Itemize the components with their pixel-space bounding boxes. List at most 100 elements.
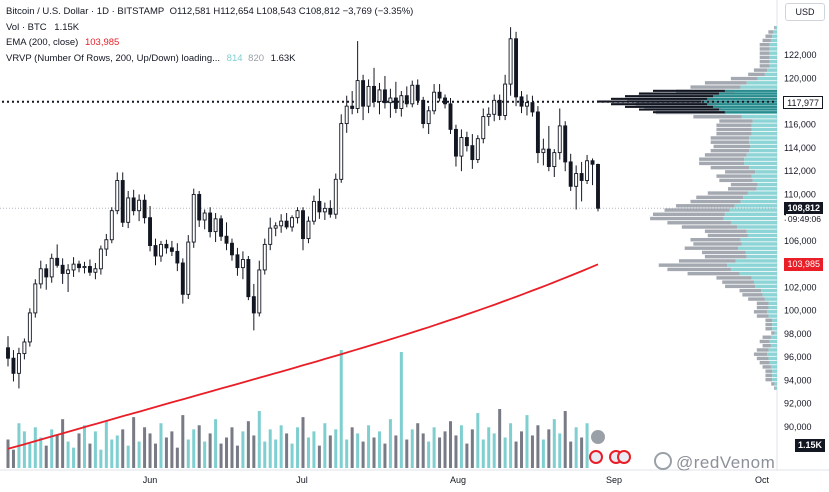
volume-bar	[44, 445, 48, 468]
y-tick-label: 94,000	[784, 375, 812, 385]
candle-up	[213, 218, 218, 233]
volume-profile-bar	[774, 331, 777, 335]
candle-up	[82, 266, 87, 269]
volume-profile-bar	[693, 115, 742, 119]
volume-profile-bar	[704, 153, 747, 157]
us-flag-event-icon[interactable]	[589, 450, 603, 464]
candle-down	[372, 85, 376, 102]
volume-profile-bar	[699, 157, 745, 161]
volume-bar	[367, 425, 371, 468]
legend-vrvp-row[interactable]: VRVP (Number Of Rows, 200, Up/Down) load…	[6, 51, 413, 67]
volume-profile-bar	[759, 64, 770, 68]
volume-profile-bar	[710, 148, 750, 153]
volume-bar	[214, 419, 218, 468]
volume-bar	[306, 437, 310, 468]
volume-profile-bar	[765, 327, 773, 331]
volume-profile-bar	[750, 144, 777, 149]
volume-profile-bar	[650, 216, 724, 221]
candle-up	[104, 239, 109, 250]
volume-profile-bar	[744, 157, 777, 161]
candle-down	[208, 212, 213, 233]
volume-profile-bar	[710, 136, 750, 140]
volume-bar	[170, 431, 174, 468]
volume-profile-bar	[747, 233, 777, 238]
flash-event-icon[interactable]	[591, 430, 605, 444]
volume-bar	[465, 443, 469, 468]
legend-ema-label: EMA (200, close)	[6, 37, 79, 48]
volume-bar	[339, 350, 343, 468]
candle-up	[22, 341, 27, 355]
volume-profile-bar	[722, 280, 754, 284]
poc-profile-bar	[625, 95, 714, 98]
candle-down	[317, 200, 322, 213]
volume-profile-bar	[752, 119, 777, 123]
volume-profile-bar	[702, 250, 746, 255]
volume-profile-bar	[716, 127, 752, 132]
volume-profile-bar	[772, 322, 777, 327]
currency-button[interactable]: USD	[785, 3, 825, 21]
volume-profile-bar	[759, 55, 770, 60]
candle-down	[180, 262, 185, 295]
volume-profile-bar	[769, 339, 777, 344]
x-tick-label: Jun	[143, 475, 158, 485]
volume-bar	[82, 425, 86, 468]
volume-bar	[580, 437, 584, 468]
legend-ema-row[interactable]: EMA (200, close) 103,985	[6, 35, 413, 51]
volume-profile-bar	[704, 229, 747, 233]
poc-profile-bar	[713, 105, 777, 108]
us-flag-event-icon[interactable]	[617, 450, 631, 464]
poc-profile-bar	[719, 108, 777, 111]
candle-down	[328, 207, 333, 215]
volume-bar	[432, 427, 436, 468]
candle-down	[470, 145, 475, 161]
volume-profile-bar	[751, 127, 777, 132]
volume-profile-bar	[710, 140, 750, 144]
volume-profile-bar	[704, 81, 747, 85]
legend-volume-label: Vol · BTC	[6, 21, 47, 33]
volume-profile-bar	[759, 360, 770, 365]
candle-up	[279, 220, 284, 227]
volume-profile-bar	[730, 267, 777, 272]
volume-profile-bar	[690, 85, 741, 89]
volume-profile-bar	[745, 250, 777, 255]
volume-profile-bar	[756, 348, 769, 352]
volume-profile-bar	[775, 26, 777, 30]
volume-bar	[547, 429, 551, 468]
candle-up	[98, 248, 103, 270]
volume-bar	[476, 413, 480, 468]
volume-profile-bar	[748, 297, 765, 301]
candle-up	[273, 225, 278, 229]
candle-up	[295, 210, 300, 219]
candle-down	[437, 91, 442, 99]
volume-profile-bar	[741, 115, 777, 119]
volume-profile-bar	[767, 310, 777, 314]
volume-bar	[514, 441, 518, 468]
volume-profile-bar	[667, 267, 731, 272]
volume-profile-bar	[664, 208, 730, 212]
candle-down	[579, 173, 584, 181]
volume-bar	[11, 449, 15, 468]
volume-profile-bar	[749, 136, 777, 140]
legend-ema-value: 103,985	[84, 37, 120, 48]
volume-bar	[410, 429, 414, 468]
poc-profile-bar	[719, 92, 777, 95]
volume-bar	[99, 449, 103, 468]
candle-down	[148, 217, 152, 247]
legend-symbol[interactable]: Bitcoin / U.S. Dollar · 1D · BITSTAMP	[6, 6, 165, 17]
volume-profile-bar	[751, 132, 777, 136]
volume-profile-bar	[741, 242, 777, 246]
volume-profile-bar	[761, 288, 777, 293]
candle-up	[492, 99, 497, 115]
candle-down	[175, 250, 180, 264]
volume-profile-bar	[723, 216, 777, 221]
volume-profile-bar	[719, 178, 753, 183]
volume-bar	[192, 429, 196, 468]
candle-up	[541, 148, 546, 154]
volume-bar	[574, 427, 578, 468]
volume-profile-bar	[724, 212, 777, 216]
legend-volume-row[interactable]: Vol · BTC 1.15K	[6, 20, 413, 36]
volume-profile-bar	[772, 369, 777, 373]
volume-profile-bar	[765, 377, 773, 382]
volume-profile-bar	[768, 301, 777, 306]
